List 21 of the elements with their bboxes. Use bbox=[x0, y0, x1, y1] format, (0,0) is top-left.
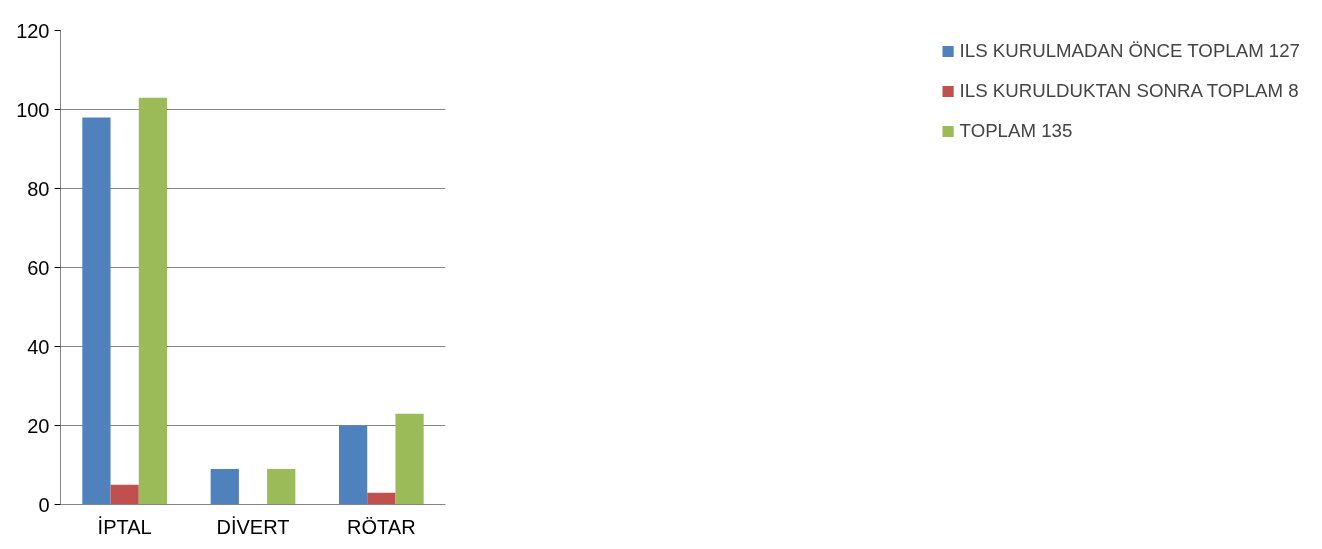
y-tick-label: 100 bbox=[16, 98, 50, 121]
legend-label: ILS KURULMADAN ÖNCE TOPLAM 127 bbox=[959, 40, 1300, 62]
bar bbox=[338, 425, 368, 505]
y-tick-label: 120 bbox=[16, 19, 50, 42]
x-tick-label: RÖTAR bbox=[347, 515, 416, 538]
x-tick-label: DİVERT bbox=[216, 515, 290, 538]
bar bbox=[82, 117, 111, 505]
bar bbox=[210, 468, 239, 505]
y-tick-label: 40 bbox=[27, 335, 50, 358]
y-tick-label: 80 bbox=[27, 177, 50, 200]
y-tick-label: 60 bbox=[27, 256, 50, 279]
bar bbox=[138, 97, 168, 505]
legend-label: TOPLAM 135 bbox=[959, 120, 1073, 142]
y-tick-label: 20 bbox=[27, 414, 50, 437]
bar bbox=[367, 492, 396, 505]
x-tick-label: İPTAL bbox=[97, 515, 152, 538]
legend-label: ILS KURULDUKTAN SONRA TOPLAM 8 bbox=[959, 80, 1299, 102]
bar bbox=[110, 484, 139, 505]
bar bbox=[267, 468, 296, 505]
bar bbox=[395, 413, 424, 505]
y-tick-label: 0 bbox=[38, 493, 50, 516]
